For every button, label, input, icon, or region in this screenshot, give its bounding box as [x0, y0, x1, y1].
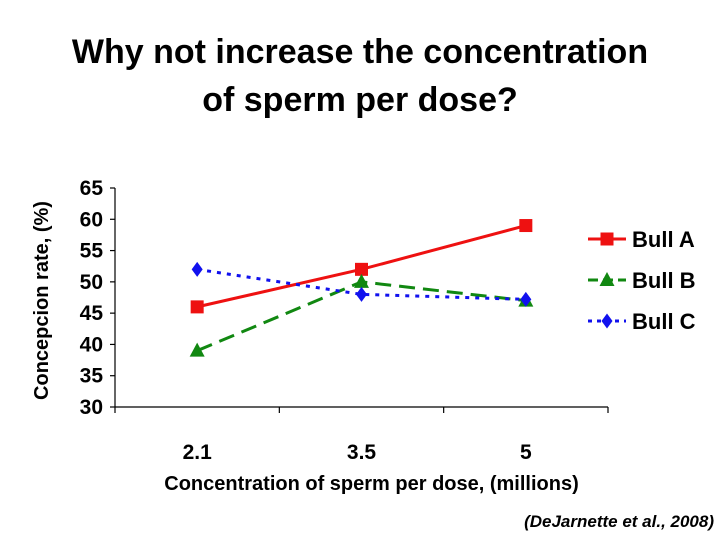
- data-point: [520, 291, 532, 307]
- y-tick-label: 60: [80, 208, 103, 231]
- legend-marker: [601, 313, 613, 329]
- legend-marker: [599, 272, 615, 286]
- data-point: [355, 262, 368, 276]
- y-tick-label: 30: [80, 396, 103, 419]
- series-bull-c: [191, 261, 532, 307]
- x-axis-title: Concentration of sperm per dose, (millio…: [164, 473, 579, 495]
- legend-item: Bull B: [588, 268, 696, 293]
- x-tick-label: 2.1: [183, 441, 213, 464]
- legend-item: Bull A: [588, 227, 695, 252]
- data-point: [354, 273, 369, 288]
- legend-marker: [600, 232, 614, 246]
- legend-label: Bull B: [632, 268, 696, 293]
- data-point: [356, 286, 367, 302]
- x-tick-label: 5: [520, 441, 532, 464]
- legend-label: Bull A: [632, 227, 695, 252]
- slide-title-line-1: Why not increase the concentration: [71, 33, 649, 71]
- slide-title: Why not increase the concentration of sp…: [0, 28, 720, 124]
- y-tick-label: 65: [80, 177, 104, 200]
- y-tick-label: 55: [80, 240, 104, 263]
- legend-item: Bull C: [588, 309, 696, 334]
- x-tick-label: 3.5: [347, 441, 377, 464]
- slide-title-line-2: of sperm per dose?: [202, 81, 518, 119]
- y-tick-label: 40: [80, 333, 103, 356]
- series-bull-b: [189, 273, 534, 357]
- data-point: [519, 219, 533, 233]
- data-point: [191, 261, 203, 277]
- citation: (DeJarnette et al., 2008): [524, 512, 714, 531]
- series-bull-a: [190, 219, 533, 314]
- data-point: [189, 342, 205, 357]
- chart-axes: 30 35 40 45 50 55 60 65 2.1 3.5 5 Concentration of …: [31, 177, 609, 495]
- y-tick-label: 35: [80, 365, 104, 388]
- chart-series: [189, 219, 534, 357]
- data-point: [190, 300, 204, 314]
- chart-legend: Bull A Bull B Bull C: [588, 227, 696, 334]
- y-axis-title: Concepcion rate, (%): [31, 201, 53, 400]
- legend-label: Bull C: [632, 309, 696, 334]
- y-tick-label: 50: [80, 271, 103, 294]
- y-tick-label: 45: [80, 302, 104, 325]
